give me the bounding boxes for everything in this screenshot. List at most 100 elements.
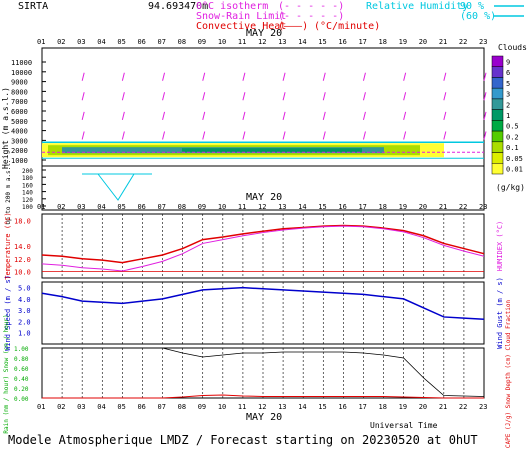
hour-label-bottom: 11 [238,403,246,411]
date-label-top: MAY 20 [246,28,282,39]
temperature-axis-label: Temperature (°C) [4,212,12,279]
hour-label-bottom: 04 [97,403,105,411]
cloud-fraction-line [42,347,485,397]
wind-barb [403,92,407,101]
rh-low-shape [82,173,152,201]
wind-gust-axis-label: Wind Gust (m / s) [496,277,504,349]
hour-label-top: 13 [278,38,286,46]
hour-label-bottom: 15 [318,403,326,411]
wind-barb [242,72,246,81]
cloud-legend-unit: (g/kg) [496,183,525,192]
cloud-legend-level: 0.05 [506,155,523,163]
hour-label-bottom: 10 [218,403,226,411]
wind-barb [81,131,85,140]
wind-barb [362,111,366,121]
height-tick-label: 8000 [11,88,28,96]
hour-label-top: 18 [379,38,387,46]
wind-barb [202,92,206,101]
hour-label-bottom: 06 [137,403,145,411]
cloud-legend-level: 9 [506,58,510,66]
hour-label-mid: 14 [298,203,306,211]
rain-tick-label: 0.60 [14,366,29,373]
wind-barb [282,92,286,101]
wind-barb [483,72,487,81]
hour-label-top: 15 [318,38,326,46]
hour-label-mid: 16 [338,203,346,211]
height-tick-label: 4000 [11,128,28,136]
rain-axis-label: Rain (mm / hour) Snow (cm / hour) [3,314,10,433]
wind-barb [483,131,487,140]
station-coords: 94.693470m [148,1,208,12]
rain-tick-label: 0.80 [14,356,29,363]
hour-label-mid: 21 [439,203,447,211]
cloud-legend-swatch [491,130,504,143]
hour-label-mid: 19 [399,203,407,211]
low-height-tick-label: 120 [22,197,33,204]
hour-label-mid: 15 [318,203,326,211]
cloud-legend-swatch [491,141,504,153]
hour-label-top: 09 [198,38,206,46]
cloud-legend-level: 0.2 [506,133,519,141]
hour-label-mid: 10 [218,203,226,211]
cloud-legend-swatch [491,163,504,175]
height-tick-label: 3000 [11,137,28,145]
height-tick-label: 2000 [11,147,28,155]
low-height-tick-label: 180 [22,175,33,182]
legend-left-label: Snow-Rain Limit [196,11,286,22]
hour-label-top: 06 [137,38,145,46]
rh-label: Relative Humidity [366,1,468,12]
hour-label-top: 19 [399,38,407,46]
wind-barb [202,131,206,140]
hour-label-mid: 04 [97,203,105,211]
wind-barb [242,92,246,101]
wind-barb [81,92,85,101]
date-label-mid: MAY 20 [246,192,282,203]
hour-label-top: 14 [298,38,306,46]
xaxis-label: Universal Time [370,421,438,430]
low-height-tick-label: 140 [22,190,33,197]
cloud-legend-swatch [491,152,504,164]
hour-label-mid: 13 [278,203,286,211]
hour-label-top: 23 [479,38,487,46]
wind-barb [282,111,286,121]
hour-label-top: 11 [238,38,246,46]
hour-label-mid: 22 [459,203,467,211]
cloud-legend-title: Clouds [498,43,527,52]
cloud-legend-level: 6 [506,69,510,77]
legend-left-sample: (- - - - -) [278,1,344,12]
hour-label-mid: 02 [57,203,65,211]
wind-barb [282,72,286,81]
station-name: SIRTA [18,1,48,12]
rain-tick-label: 0.20 [14,386,29,393]
wind-barb [162,72,166,81]
hour-label-bottom: 23 [479,403,487,411]
cloud-legend-level: 0.5 [506,123,519,131]
cloud-legend-swatch [491,109,504,121]
wind-barb [81,72,85,81]
hour-label-top: 21 [439,38,447,46]
wind-tick-label: 3.0 [18,307,31,315]
hour-label-mid: 03 [77,203,85,211]
cloud-legend-swatch [491,55,504,67]
hour-label-bottom: 22 [459,403,467,411]
hour-label-mid: 01 [37,203,45,211]
panel1-frame [41,47,485,211]
temperature-tick-label: 10.0 [14,269,31,277]
hour-label-mid: 05 [117,203,125,211]
hour-label-top: 22 [459,38,467,46]
wind-barb [443,72,447,81]
humidex-axis-label: HUMIDEX (°C) [496,221,504,272]
wind-barb [202,72,206,81]
wind-barb [483,111,487,121]
wind-barb [121,72,125,81]
hour-label-mid: 09 [198,203,206,211]
footer-text: Modele Atmospherique LMDZ / Forecast sta… [8,433,478,447]
hour-label-bottom: 18 [379,403,387,411]
legend-left-unit: (°C/minute) [314,21,380,32]
hour-label-top: 10 [218,38,226,46]
hour-label-bottom: 09 [198,403,206,411]
wind-barb [443,111,447,121]
wind-barb [483,92,487,101]
wind-barb [322,72,326,81]
low-height-tick-label: 200 [22,168,33,175]
